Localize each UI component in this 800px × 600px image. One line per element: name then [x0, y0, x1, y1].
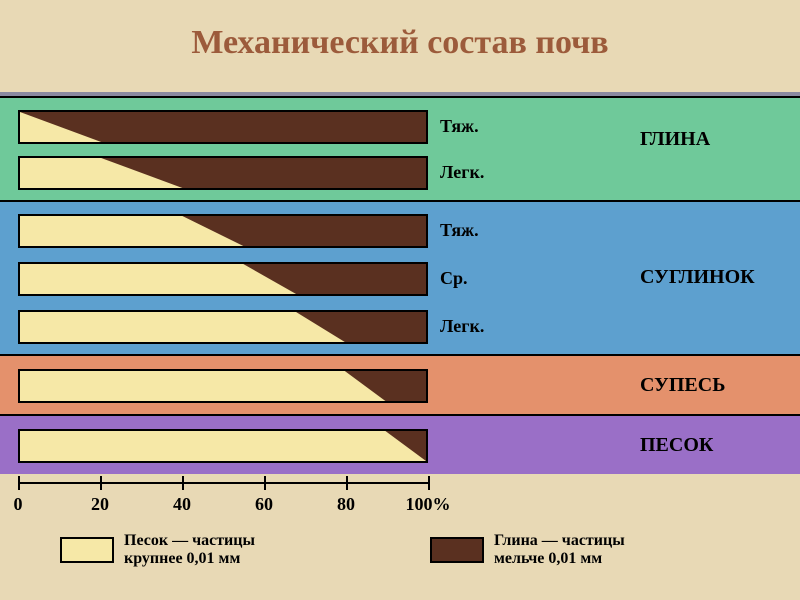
bar-label: Тяж. [440, 116, 479, 137]
axis-tick-label: 80 [337, 494, 355, 515]
legend-item: Глина — частицымельче 0,01 мм [430, 532, 625, 567]
bar-label: Легк. [440, 162, 484, 183]
composition-bar [18, 369, 428, 403]
axis-tick-label: 40 [173, 494, 191, 515]
bar-label: Тяж. [440, 220, 479, 241]
composition-bar [18, 156, 428, 190]
chart-area: ГЛИНА Тяж. Легк. СУГЛИНОК Тяж. Ср. Легк. СУПЕСЬ… [0, 92, 800, 600]
category-band: ГЛИНА Тяж. Легк. [0, 96, 800, 200]
category-label: СУГЛИНОК [640, 266, 755, 289]
legend-text: Песок — частицыкрупнее 0,01 мм [124, 532, 255, 567]
bar-label: Легк. [440, 316, 484, 337]
composition-bar [18, 110, 428, 144]
composition-bar [18, 214, 428, 248]
page-title: Механический состав почв [0, 24, 800, 62]
composition-bar [18, 262, 428, 296]
axis-tick-label: 100% [406, 494, 451, 515]
category-band: ПЕСОК [0, 414, 800, 474]
legend-text: Глина — частицымельче 0,01 мм [494, 532, 625, 567]
axis-tick-label: 0 [14, 494, 23, 515]
category-band: СУГЛИНОК Тяж. Ср. Легк. [0, 200, 800, 354]
axis-tick-label: 60 [255, 494, 273, 515]
category-band: СУПЕСЬ [0, 354, 800, 414]
composition-bar [18, 429, 428, 463]
legend-swatch [430, 537, 484, 563]
legend-item: Песок — частицыкрупнее 0,01 мм [60, 532, 255, 567]
legend-swatch [60, 537, 114, 563]
page: Механический состав почв ГЛИНАТяж.Легк.С… [0, 0, 800, 600]
axis-tick-label: 20 [91, 494, 109, 515]
bar-label: Ср. [440, 268, 468, 289]
composition-bar [18, 310, 428, 344]
category-label: ГЛИНА [640, 128, 710, 151]
category-label: ПЕСОК [640, 434, 713, 457]
category-label: СУПЕСЬ [640, 374, 725, 397]
